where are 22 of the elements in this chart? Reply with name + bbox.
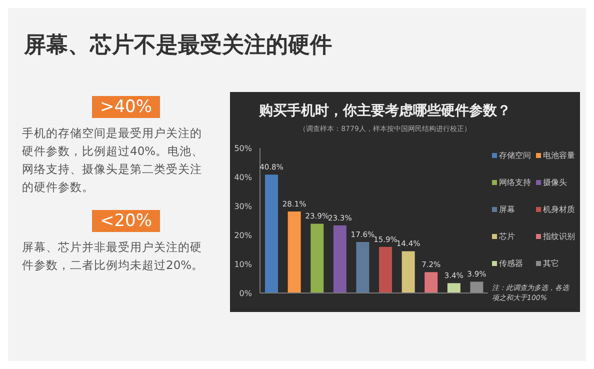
legend-label: 机身材质 [543,204,575,215]
legend-label: 指纹识别 [543,231,575,242]
text: 屏幕、芯片不是最受关注的硬件 [24,32,332,60]
y-tick-label: 20% [234,230,252,240]
legend-label: 存储空间 [499,150,531,161]
chart-title: 购买手机时，你主要考虑哪些硬件参数？ [258,102,512,120]
y-tick-label: 30% [234,202,252,211]
y-tick-label: 40% [234,172,252,182]
legend-label: 电池容量 [543,150,575,161]
y-tick-label: 50% [234,144,252,153]
text: 手机的存储空间是最受用户关注的硬件参数，比例超过40%。电池、网络支持、摄像头是第二类受关注的硬件参数。 [22,125,205,196]
legend-label: 其它 [543,258,559,269]
legend-label: 传感器 [499,258,523,269]
legend-label: 屏幕 [499,204,515,215]
y-tick-label: 10% [234,260,252,269]
legend-label: 网络支持 [499,177,531,188]
legend-label: 摄像头 [543,177,567,188]
legend-label: 芯片 [499,231,515,242]
text: >40% [92,96,160,118]
y-tick-label: 0% [239,288,252,298]
text: <20% [92,210,160,232]
text: 屏幕、芯片并非最受用户关注的硬件参数，二者比例均未超过20%。 [22,239,205,274]
